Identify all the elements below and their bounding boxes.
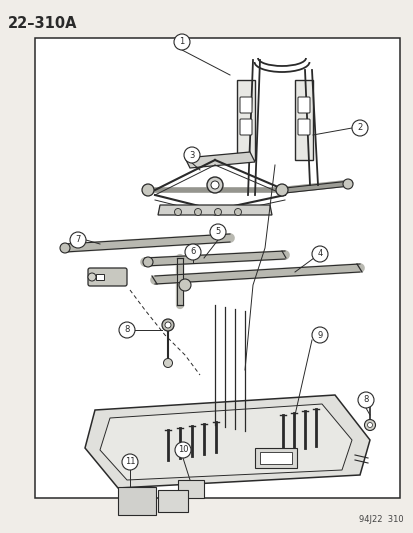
FancyBboxPatch shape (240, 97, 252, 113)
Circle shape (183, 147, 199, 163)
Circle shape (363, 419, 375, 431)
Circle shape (165, 322, 171, 328)
Circle shape (342, 179, 352, 189)
Text: 1: 1 (179, 37, 184, 46)
Circle shape (206, 177, 223, 193)
Circle shape (209, 224, 225, 240)
Circle shape (194, 208, 201, 215)
Circle shape (214, 208, 221, 215)
Bar (96, 274, 104, 280)
Circle shape (175, 442, 190, 458)
Text: 2: 2 (356, 124, 362, 133)
Circle shape (275, 184, 287, 196)
Text: 7: 7 (75, 236, 81, 245)
Circle shape (161, 319, 173, 331)
Text: 3: 3 (189, 150, 194, 159)
Circle shape (60, 243, 70, 253)
Circle shape (163, 359, 172, 367)
FancyBboxPatch shape (240, 119, 252, 135)
FancyBboxPatch shape (297, 97, 309, 113)
Text: 22–310A: 22–310A (8, 16, 77, 31)
Text: 4: 4 (317, 249, 322, 259)
Circle shape (234, 208, 241, 215)
Circle shape (357, 392, 373, 408)
Circle shape (173, 34, 190, 50)
Circle shape (142, 184, 154, 196)
Circle shape (351, 120, 367, 136)
Circle shape (185, 244, 201, 260)
FancyBboxPatch shape (88, 268, 127, 286)
Bar (259, 452, 291, 464)
Circle shape (70, 232, 86, 248)
Text: 6: 6 (190, 247, 195, 256)
Circle shape (311, 327, 327, 343)
FancyBboxPatch shape (118, 487, 156, 515)
FancyBboxPatch shape (158, 490, 188, 512)
Text: 11: 11 (124, 457, 135, 466)
Circle shape (122, 454, 138, 470)
Circle shape (119, 322, 135, 338)
Text: 9: 9 (317, 330, 322, 340)
Polygon shape (158, 205, 271, 215)
Polygon shape (85, 395, 369, 488)
Text: 10: 10 (177, 446, 188, 455)
Circle shape (142, 257, 153, 267)
Polygon shape (185, 152, 254, 168)
FancyBboxPatch shape (294, 80, 312, 160)
Circle shape (367, 423, 372, 427)
FancyBboxPatch shape (297, 119, 309, 135)
Circle shape (311, 246, 327, 262)
Circle shape (211, 181, 218, 189)
FancyBboxPatch shape (178, 480, 204, 498)
Text: 8: 8 (363, 395, 368, 405)
Text: 8: 8 (124, 326, 129, 335)
Bar (254, 448, 296, 468)
Circle shape (178, 279, 190, 291)
Circle shape (174, 208, 181, 215)
Circle shape (88, 273, 96, 281)
Text: 5: 5 (215, 228, 220, 237)
Text: 94J22  310: 94J22 310 (358, 515, 403, 524)
Bar (35, 38, 399, 498)
FancyBboxPatch shape (236, 80, 254, 160)
Polygon shape (100, 404, 351, 480)
